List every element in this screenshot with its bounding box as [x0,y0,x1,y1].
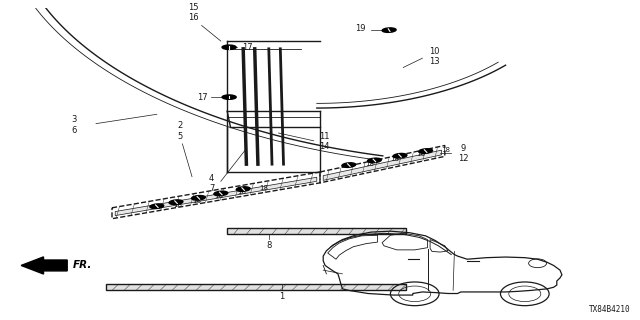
Text: 18: 18 [259,185,268,190]
Ellipse shape [393,154,407,158]
Polygon shape [106,284,406,290]
Text: 17: 17 [197,93,208,102]
Text: 18: 18 [192,198,201,204]
Ellipse shape [222,45,236,50]
Text: 18: 18 [214,193,223,199]
Ellipse shape [419,149,433,153]
Ellipse shape [382,28,396,32]
Ellipse shape [169,200,183,204]
Text: 9
12: 9 12 [458,144,468,163]
Text: 18: 18 [173,202,182,208]
Text: 11
14: 11 14 [319,132,329,151]
Ellipse shape [214,191,228,196]
Text: 8: 8 [266,241,271,250]
Text: 18: 18 [365,161,374,166]
Text: 10
13: 10 13 [429,47,440,66]
Text: 2
5: 2 5 [178,121,183,141]
Text: FR.: FR. [72,260,92,270]
Ellipse shape [367,158,381,163]
Text: 4
7: 4 7 [209,174,214,193]
Ellipse shape [342,163,356,167]
Text: 18: 18 [416,151,425,157]
Text: 18: 18 [442,147,451,153]
Polygon shape [323,150,442,180]
Text: 18: 18 [237,189,246,195]
Ellipse shape [222,95,236,99]
Ellipse shape [236,187,250,191]
Text: 15
16: 15 16 [188,3,198,22]
Text: 19: 19 [356,24,366,33]
Text: 17: 17 [242,43,253,52]
Ellipse shape [150,204,164,209]
Polygon shape [115,177,317,216]
Ellipse shape [191,196,205,200]
Text: 1: 1 [279,292,284,301]
Polygon shape [227,228,406,234]
FancyArrow shape [21,257,67,274]
Text: TX84B4210: TX84B4210 [589,305,630,314]
Text: 3
6: 3 6 [71,116,76,135]
Text: 18: 18 [390,156,399,162]
